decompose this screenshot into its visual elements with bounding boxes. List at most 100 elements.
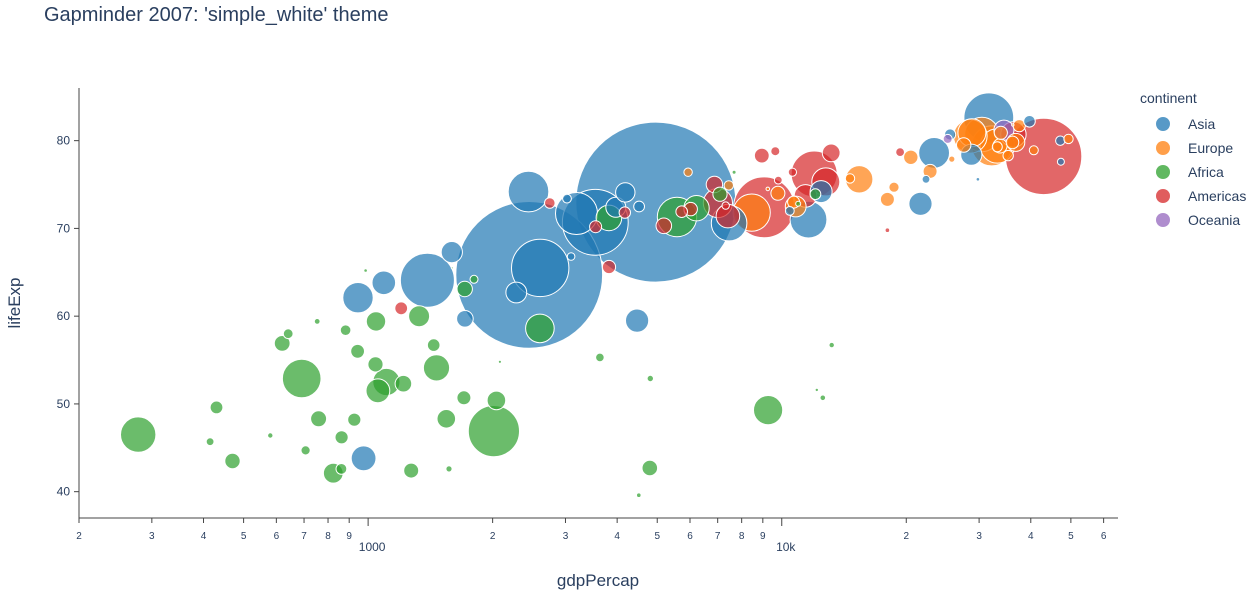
bubble-africa[interactable]	[334, 430, 349, 445]
bubble-africa[interactable]	[595, 352, 605, 363]
legend-item-asia[interactable]: Asia	[1140, 112, 1246, 136]
bubble-africa[interactable]	[828, 341, 835, 349]
bubble-europe[interactable]	[1063, 133, 1074, 145]
bubble-africa[interactable]	[394, 374, 413, 393]
bubble-africa[interactable]	[365, 311, 387, 332]
bubble-americas[interactable]	[601, 259, 617, 275]
bubble-africa[interactable]	[365, 378, 391, 404]
bubble-africa[interactable]	[403, 462, 420, 479]
bubble-africa[interactable]	[300, 445, 311, 456]
bubble-europe[interactable]	[948, 155, 956, 163]
bubble-europe[interactable]	[1005, 135, 1020, 150]
bubble-europe[interactable]	[991, 141, 1003, 153]
bubble-europe[interactable]	[844, 173, 856, 184]
bubble-americas[interactable]	[394, 301, 409, 316]
bubble-africa[interactable]	[281, 358, 322, 399]
bubble-africa[interactable]	[525, 313, 555, 344]
bubble-africa[interactable]	[310, 410, 328, 428]
bubble-africa[interactable]	[205, 437, 215, 447]
bubble-americas[interactable]	[753, 147, 770, 164]
bubble-africa[interactable]	[426, 338, 441, 352]
bubble-africa[interactable]	[795, 200, 802, 207]
bubble-asia[interactable]	[456, 310, 474, 328]
bubble-asia[interactable]	[1056, 157, 1065, 166]
bubble-europe[interactable]	[1011, 123, 1015, 127]
bubble-asia[interactable]	[562, 193, 572, 204]
bubble-europe[interactable]	[723, 180, 734, 191]
bubble-africa[interactable]	[347, 412, 362, 427]
bubble-europe[interactable]	[683, 167, 693, 177]
legend-item-oceania[interactable]: Oceania	[1140, 208, 1246, 232]
bubble-europe[interactable]	[1028, 145, 1039, 156]
bubble-asia[interactable]	[371, 270, 397, 296]
bubble-asia[interactable]	[625, 308, 650, 333]
bubble-asia[interactable]	[908, 191, 933, 216]
bubble-europe[interactable]	[770, 185, 786, 201]
bubble-asia[interactable]	[566, 252, 576, 261]
bubble-americas[interactable]	[773, 175, 783, 185]
bubble-africa[interactable]	[456, 280, 473, 298]
bubble-africa[interactable]	[753, 395, 784, 426]
bubble-africa[interactable]	[339, 324, 352, 337]
bubble-europe[interactable]	[903, 149, 919, 166]
bubble-africa[interactable]	[120, 416, 157, 453]
bubble-africa[interactable]	[282, 328, 294, 340]
bubble-africa[interactable]	[814, 387, 819, 393]
bubble-americas[interactable]	[721, 201, 730, 210]
bubble-asia[interactable]	[1023, 115, 1036, 128]
bubble-africa[interactable]	[819, 394, 827, 402]
bubble-africa[interactable]	[350, 343, 366, 359]
bubble-africa[interactable]	[445, 465, 453, 473]
bubble-asia[interactable]	[505, 281, 528, 304]
bubble-africa[interactable]	[731, 169, 737, 175]
bubble-americas[interactable]	[655, 217, 673, 235]
bubble-africa[interactable]	[422, 354, 451, 382]
bubble-africa[interactable]	[313, 318, 321, 325]
bubble-americas[interactable]	[544, 197, 556, 209]
bubble-africa[interactable]	[486, 390, 507, 411]
bubble-americas[interactable]	[884, 227, 891, 233]
bubble-africa[interactable]	[809, 188, 822, 201]
bubble-americas[interactable]	[675, 205, 689, 218]
bubble-americas[interactable]	[895, 147, 905, 158]
bubble-americas[interactable]	[589, 220, 603, 234]
bubble-oceania[interactable]	[942, 133, 953, 144]
bubble-asia[interactable]	[975, 177, 981, 182]
legend-item-americas[interactable]: Americas	[1140, 184, 1246, 208]
bubble-asia[interactable]	[511, 238, 570, 298]
bubble-africa[interactable]	[636, 492, 642, 499]
bubble-africa[interactable]	[436, 409, 457, 429]
bubble-africa[interactable]	[497, 359, 502, 364]
bubble-asia[interactable]	[921, 174, 931, 184]
bubble-asia[interactable]	[507, 170, 550, 213]
bubble-asia[interactable]	[440, 241, 463, 264]
bubble-europe[interactable]	[1002, 149, 1014, 162]
bubble-africa[interactable]	[450, 266, 454, 270]
bubble-africa[interactable]	[363, 268, 368, 273]
bubble-africa[interactable]	[267, 432, 274, 439]
bubble-africa[interactable]	[367, 356, 384, 373]
bubble-africa[interactable]	[224, 452, 241, 470]
bubble-africa[interactable]	[646, 374, 654, 383]
bubble-europe[interactable]	[888, 181, 900, 193]
bubble-africa[interactable]	[641, 459, 659, 477]
legend-item-africa[interactable]: Africa	[1140, 160, 1246, 184]
bubble-asia[interactable]	[342, 282, 374, 314]
bubble-americas[interactable]	[787, 167, 798, 177]
bubble-africa[interactable]	[456, 390, 472, 406]
bubble-africa[interactable]	[273, 335, 291, 352]
legend-item-europe[interactable]: Europe	[1140, 136, 1246, 160]
bubble-asia[interactable]	[633, 200, 645, 213]
bubble-europe[interactable]	[956, 137, 972, 153]
bubble-europe[interactable]	[993, 125, 1008, 140]
bubble-asia[interactable]	[350, 445, 377, 472]
bubble-americas[interactable]	[821, 143, 841, 163]
bubble-africa[interactable]	[712, 186, 728, 202]
bubble-africa[interactable]	[209, 400, 224, 415]
bubble-africa[interactable]	[408, 305, 431, 328]
bubble-europe[interactable]	[879, 191, 895, 207]
bubble-asia[interactable]	[399, 252, 455, 308]
bubble-asia[interactable]	[784, 206, 795, 216]
bubble-americas[interactable]	[618, 206, 631, 219]
